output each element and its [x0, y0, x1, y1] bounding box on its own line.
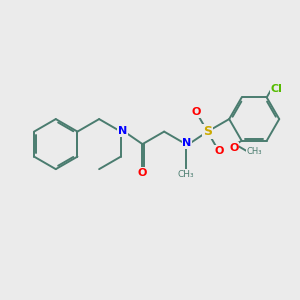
Text: N: N	[182, 138, 192, 148]
Text: S: S	[203, 125, 212, 138]
Text: CH₃: CH₃	[247, 147, 262, 156]
Text: O: O	[138, 168, 147, 178]
Text: O: O	[191, 107, 200, 117]
Text: Cl: Cl	[271, 84, 282, 94]
Text: N: N	[118, 126, 127, 136]
Text: CH₃: CH₃	[178, 169, 194, 178]
Text: O: O	[214, 146, 224, 156]
Text: O: O	[230, 143, 239, 153]
